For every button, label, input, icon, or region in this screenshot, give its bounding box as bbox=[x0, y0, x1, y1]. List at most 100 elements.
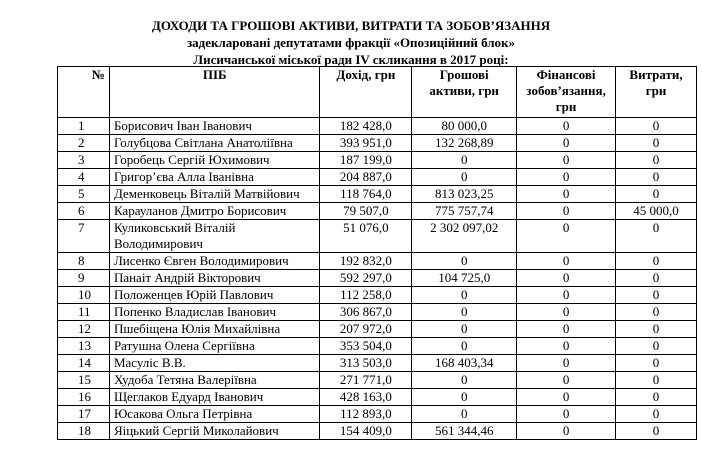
expenses: 0 bbox=[615, 371, 697, 389]
person-name: Деменковець Віталій Матвійович bbox=[108, 185, 321, 203]
liabilities: 0 bbox=[516, 168, 617, 186]
liabilities: 0 bbox=[516, 134, 617, 152]
person-name: Яіцький Сергій Миколайович bbox=[108, 422, 321, 440]
expenses: 0 bbox=[615, 185, 697, 203]
income: 353 504,0 bbox=[319, 337, 413, 355]
table-row: 17 Юсакова Ольга Петрівна 112 893,0 0 0 0 bbox=[57, 405, 697, 423]
expenses: 0 bbox=[615, 337, 697, 355]
header-expenses: Витрати, грн bbox=[615, 66, 697, 118]
row-number: 1 bbox=[57, 117, 110, 135]
person-name: Ратушна Олена Сергіївна bbox=[108, 337, 321, 355]
liabilities: 0 bbox=[516, 269, 617, 287]
table-row: 14 Масуліс В.В. 313 503,0 168 403,34 0 0 bbox=[57, 354, 697, 372]
document-title: ДОХОДИ ТА ГРОШОВІ АКТИВИ, ВИТРАТИ ТА ЗОБ… bbox=[151, 18, 551, 33]
income: 192 832,0 bbox=[319, 252, 413, 270]
row-number: 3 bbox=[57, 151, 110, 169]
liabilities: 0 bbox=[516, 405, 617, 423]
table-row: 1 Борисович Іван Іванович 182 428,0 80 000,… bbox=[57, 117, 697, 135]
table-row: 16 Щеглаков Едуард Іванович 428 163,0 0 0 0 bbox=[57, 388, 697, 406]
table-row: 15 Худоба Тетяна Валеріївна 271 771,0 0 0 0 bbox=[57, 371, 697, 389]
document-subtitle: задекларовані депутатами фракції «Опозиц… bbox=[186, 35, 516, 50]
person-name: Панаіт Андрій Вікторович bbox=[108, 269, 321, 287]
cash-assets: 132 268,89 bbox=[411, 134, 518, 152]
income: 154 409,0 bbox=[319, 422, 413, 440]
table-row: 9 Панаіт Андрій Вікторович 592 297,0 104 72… bbox=[57, 269, 697, 287]
cash-assets: 0 bbox=[411, 337, 518, 355]
liabilities: 0 bbox=[516, 303, 617, 321]
expenses: 0 bbox=[615, 388, 697, 406]
expenses: 0 bbox=[615, 286, 697, 304]
income: 393 951,0 bbox=[319, 134, 413, 152]
row-number: 15 bbox=[57, 371, 110, 389]
income: 592 297,0 bbox=[319, 269, 413, 287]
liabilities: 0 bbox=[516, 286, 617, 304]
expenses: 0 bbox=[615, 422, 697, 440]
cash-assets: 0 bbox=[411, 303, 518, 321]
document-subtitle-2: Лисичанської міської ради IV скликання в… bbox=[193, 52, 509, 67]
expenses: 0 bbox=[615, 354, 697, 372]
table-row: 8 Лисенко Євген Володимирович 192 832,0 0 0 0 bbox=[57, 252, 697, 270]
liabilities: 0 bbox=[516, 202, 617, 220]
header-liabilities: Фінансові зобов’язання, грн bbox=[516, 66, 617, 118]
cash-assets: 0 bbox=[411, 252, 518, 270]
row-number: 14 bbox=[57, 354, 110, 372]
cash-assets: 775 757,74 bbox=[411, 202, 518, 220]
cash-assets: 80 000,0 bbox=[411, 117, 518, 135]
table-row: 5 Деменковець Віталій Матвійович 118 764,0… bbox=[57, 185, 697, 203]
expenses: 0 bbox=[615, 269, 697, 287]
liabilities: 0 bbox=[516, 320, 617, 338]
table-row: 10 Положенцев Юрій Павлович 112 258,0 0 0 0 bbox=[57, 286, 697, 304]
row-number: 17 bbox=[57, 405, 110, 423]
table-row: 13 Ратушна Олена Сергіївна 353 504,0 0 0 0 bbox=[57, 337, 697, 355]
row-number: 9 bbox=[57, 269, 110, 287]
income: 428 163,0 bbox=[319, 388, 413, 406]
header-number: № bbox=[57, 66, 110, 118]
person-name: Попенко Владислав Іванович bbox=[108, 303, 321, 321]
income: 51 076,0 bbox=[319, 219, 413, 253]
person-name: Масуліс В.В. bbox=[108, 354, 321, 372]
header-cash-assets: Грошові активи, грн bbox=[411, 66, 518, 118]
income: 271 771,0 bbox=[319, 371, 413, 389]
income: 306 867,0 bbox=[319, 303, 413, 321]
row-number: 10 bbox=[57, 286, 110, 304]
cash-assets: 561 344,46 bbox=[411, 422, 518, 440]
cash-assets: 0 bbox=[411, 405, 518, 423]
table-row: 7 Куликовський Віталій Володимирович 51 07… bbox=[57, 219, 697, 253]
person-name: Худоба Тетяна Валеріївна bbox=[108, 371, 321, 389]
expenses: 0 bbox=[615, 117, 697, 135]
person-name: Щеглаков Едуард Іванович bbox=[108, 388, 321, 406]
expenses: 0 bbox=[615, 252, 697, 270]
table-row: 12 Пшебіщена Юлія Михайлівна 207 972,0 0 0 0 bbox=[57, 320, 697, 338]
row-number: 4 bbox=[57, 168, 110, 186]
expenses: 0 bbox=[615, 219, 697, 253]
income: 313 503,0 bbox=[319, 354, 413, 372]
income: 207 972,0 bbox=[319, 320, 413, 338]
person-name: Голубцова Світлана Анатоліївна bbox=[108, 134, 321, 152]
person-name: Лисенко Євген Володимирович bbox=[108, 252, 321, 270]
expenses: 0 bbox=[615, 134, 697, 152]
expenses: 45 000,0 bbox=[615, 202, 697, 220]
table-header-row: № ПІБ Дохід, грн Грошові активи, грн Фін… bbox=[57, 66, 697, 118]
liabilities: 0 bbox=[516, 371, 617, 389]
liabilities: 0 bbox=[516, 219, 617, 253]
expenses: 0 bbox=[615, 405, 697, 423]
expenses: 0 bbox=[615, 303, 697, 321]
person-name: Куликовський Віталій Володимирович bbox=[108, 219, 321, 253]
person-name: Положенцев Юрій Павлович bbox=[108, 286, 321, 304]
income: 112 893,0 bbox=[319, 405, 413, 423]
liabilities: 0 bbox=[516, 117, 617, 135]
row-number: 16 bbox=[57, 388, 110, 406]
cash-assets: 813 023,25 bbox=[411, 185, 518, 203]
header-income: Дохід, грн bbox=[319, 66, 413, 118]
table-row: 4 Григор’єва Алла Іванівна 204 887,0 0 0 0 bbox=[57, 168, 697, 186]
row-number: 18 bbox=[57, 422, 110, 440]
liabilities: 0 bbox=[516, 388, 617, 406]
cash-assets: 168 403,34 bbox=[411, 354, 518, 372]
person-name: Карауланов Дмитро Борисович bbox=[108, 202, 321, 220]
table-row: 2 Голубцова Світлана Анатоліївна 393 951,0… bbox=[57, 134, 697, 152]
person-name: Пшебіщена Юлія Михайлівна bbox=[108, 320, 321, 338]
person-name: Горобець Сергій Юхимович bbox=[108, 151, 321, 169]
cash-assets: 0 bbox=[411, 151, 518, 169]
row-number: 6 bbox=[57, 202, 110, 220]
cash-assets: 0 bbox=[411, 388, 518, 406]
